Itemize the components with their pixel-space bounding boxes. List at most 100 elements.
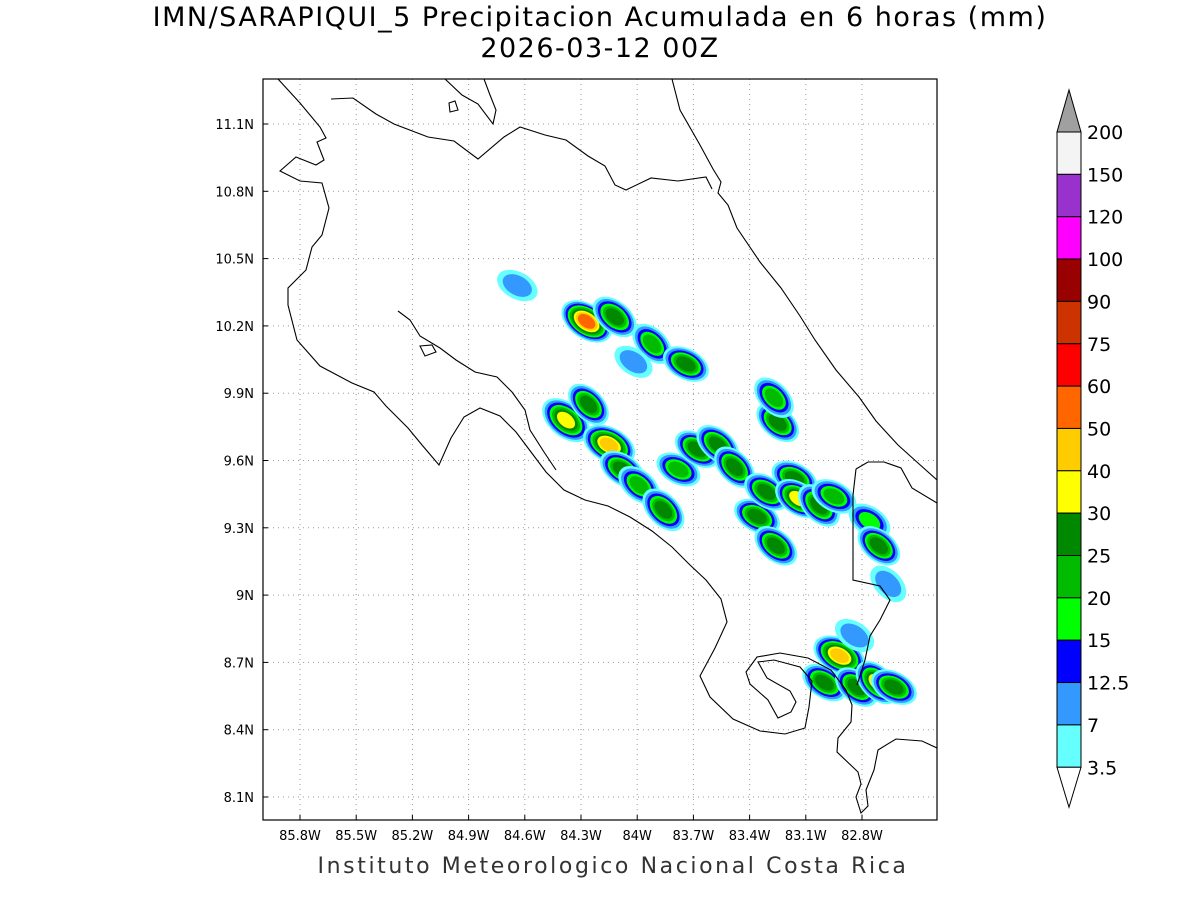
rain-contour [747, 509, 767, 525]
rain-contour [599, 437, 619, 453]
rain-contour [766, 537, 785, 555]
legend-label: 200 [1087, 122, 1123, 144]
rain-cell [592, 296, 637, 338]
tick-label-lon: 84.6W [504, 829, 546, 844]
legend-arrow-top [1056, 88, 1082, 133]
legend-swatch [1056, 343, 1082, 387]
rain-contour [725, 458, 744, 477]
tick-label-lat: 11.1N [215, 118, 254, 133]
rain-cell [662, 346, 709, 382]
tick-label-lon: 84W [622, 829, 652, 844]
tick-label-lat: 10.5N [215, 253, 254, 268]
legend-label: 50 [1087, 418, 1111, 440]
legend-label: 3.5 [1087, 757, 1117, 779]
legend-swatch [1056, 597, 1082, 641]
rain-contour [875, 570, 902, 598]
legend-label: 15 [1087, 630, 1111, 652]
rain-cell [754, 526, 798, 566]
legend-label: 30 [1087, 503, 1111, 525]
rain-cell [744, 473, 789, 511]
gulf-of-nicoya [397, 310, 557, 471]
rain-contour [654, 500, 673, 519]
rain-contour [830, 648, 849, 663]
tick-label-lat: 9.9N [224, 387, 254, 402]
rain-contour [619, 350, 648, 374]
rain-cell [642, 488, 685, 532]
tick-label-lon: 83.4W [729, 829, 771, 844]
tick-label-lon: 84.3W [560, 829, 602, 844]
legend-swatch [1056, 639, 1082, 684]
legend-swatch [1056, 470, 1082, 514]
rain-contour [556, 411, 576, 429]
legend-swatch [1056, 512, 1082, 557]
isla-calero [448, 100, 459, 113]
legend-label: 120 [1087, 207, 1123, 229]
tick-label-lon: 83.7W [672, 829, 714, 844]
rain-contour [577, 314, 596, 329]
rain-cell [714, 446, 755, 488]
figure-title: IMN/SARAPIQUI_5 Precipitacion Acumulada … [152, 2, 1048, 33]
tick-label-lon: 85.2W [391, 829, 433, 844]
legend-swatch [1056, 258, 1082, 302]
color-legend: 200 150 120 100 90 75 60 50 40 30 25 20 15 12.5 7 3.5 [1056, 88, 1129, 809]
rain-cell [870, 565, 907, 603]
legend-label: 90 [1087, 291, 1111, 313]
legend-label: 12.5 [1087, 673, 1129, 695]
rain-contour [815, 674, 834, 691]
coastlines [277, 79, 937, 815]
rain-contour [668, 461, 689, 478]
rain-contour [502, 274, 532, 297]
rain-contour [884, 679, 904, 695]
legend-label: 100 [1087, 249, 1123, 271]
rain-cell [656, 452, 701, 487]
tick-label-lon: 85.8W [279, 829, 321, 844]
legend-swatch [1056, 216, 1082, 260]
tick-label-lat: 8.1N [224, 791, 254, 806]
caribbean-coast [671, 79, 937, 481]
map-frame [262, 78, 938, 821]
rain-contour [579, 395, 598, 414]
rain-contour [629, 476, 649, 495]
tick-label-lon: 85.5W [335, 829, 377, 844]
precipitation-fields [497, 269, 917, 707]
legend-swatch [1056, 555, 1082, 599]
figure-date: 2026-03-12 00Z [480, 33, 720, 64]
legend-label: 7 [1087, 715, 1099, 737]
rain-contour [840, 623, 869, 648]
rain-contour [768, 413, 787, 431]
legend-label: 150 [1087, 164, 1123, 186]
legend-swatch [1056, 724, 1082, 768]
costa-rica-outline [277, 79, 937, 815]
rain-contour [823, 488, 845, 505]
tick-label-lon: 82.8W [841, 829, 883, 844]
legend-swatch [1056, 385, 1082, 429]
rain-cell [834, 618, 875, 653]
legend-swatch [1056, 131, 1082, 175]
legend-arrow-bottom [1056, 766, 1082, 809]
rain-contour [869, 537, 888, 555]
rain-cell [614, 345, 653, 378]
tick-label-lat: 8.7N [224, 656, 254, 671]
rain-cell [568, 383, 609, 426]
legend-label: 20 [1087, 588, 1111, 610]
legend-label: 60 [1087, 376, 1111, 398]
rain-contour [642, 334, 662, 354]
tick-label-lat: 10.8N [215, 185, 254, 200]
tick-label-lon: 84.9W [448, 829, 490, 844]
tick-label-lat: 10.2N [215, 320, 254, 335]
rain-cell [754, 377, 794, 418]
axis-ticks: 85.8W 85.5W 85.2W 84.9W 84.6W 84.3W 84W 83.7W 83… [215, 118, 883, 844]
tick-label-lon: 83.1W [785, 829, 827, 844]
tick-label-lat: 9.3N [224, 522, 254, 537]
rain-cell [870, 669, 917, 705]
rain-cell [857, 526, 901, 566]
tick-label-lat: 9.6N [224, 455, 254, 470]
rain-contour [605, 308, 624, 326]
legend-swatch [1056, 682, 1082, 726]
rain-contour [676, 356, 696, 372]
credit-line: Instituto Meteorologico Nacional Costa R… [317, 854, 909, 879]
rain-contour [764, 388, 784, 408]
rain-contour [757, 483, 776, 500]
